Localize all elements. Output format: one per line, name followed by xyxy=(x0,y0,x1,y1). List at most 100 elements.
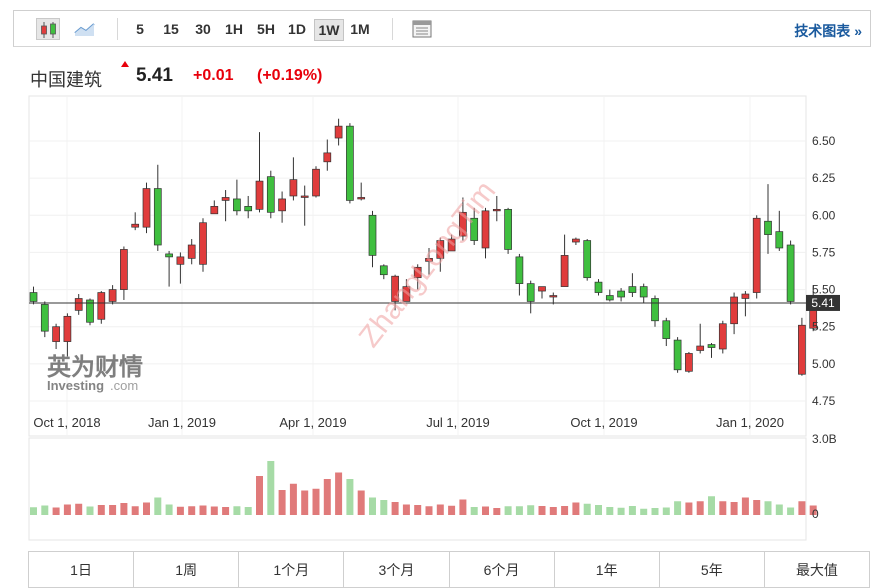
candle xyxy=(40,301,49,338)
candle-body xyxy=(685,353,693,372)
volume-bar xyxy=(809,505,817,515)
candle-body xyxy=(628,286,637,293)
volume-bar xyxy=(708,496,715,515)
candle-body xyxy=(730,296,738,325)
candle-body xyxy=(210,206,219,215)
range-5y[interactable]: 5年 xyxy=(660,552,765,587)
volume-bar xyxy=(414,505,422,515)
candle xyxy=(741,291,750,317)
candle xyxy=(436,237,445,272)
candle-body xyxy=(300,195,309,198)
candle-body xyxy=(447,238,456,252)
timeframe-1w[interactable]: 1W xyxy=(314,19,344,41)
candle xyxy=(52,323,60,349)
candle-body xyxy=(413,266,422,279)
candle xyxy=(515,253,524,296)
candle xyxy=(413,264,422,290)
candle-body xyxy=(764,220,772,235)
candle xyxy=(97,291,106,324)
candle xyxy=(63,313,72,357)
candle-body xyxy=(651,298,659,322)
candle xyxy=(391,274,399,311)
volume-bar xyxy=(527,505,535,515)
volume-bar xyxy=(86,506,94,515)
candle-body xyxy=(481,210,490,249)
candle xyxy=(786,240,795,305)
candle-body xyxy=(97,292,106,320)
candle-body xyxy=(436,240,445,259)
volume-bar xyxy=(538,506,546,515)
volume-bar xyxy=(188,506,196,515)
tech-chart-link[interactable]: 技术图表 » xyxy=(794,23,862,39)
candle-body xyxy=(29,292,38,302)
candle-body xyxy=(798,324,806,375)
candles xyxy=(29,118,818,376)
range-selector: 1日 1周 1个月 3个月 6个月 1年 5年 最大值 xyxy=(28,551,870,588)
range-1y[interactable]: 1年 xyxy=(555,552,660,587)
range-1w[interactable]: 1周 xyxy=(134,552,240,587)
candle xyxy=(605,289,614,302)
candle xyxy=(176,252,185,284)
candle xyxy=(492,195,501,222)
candle-body xyxy=(255,180,264,210)
y-tick-label: 5.00 xyxy=(812,357,836,371)
candle xyxy=(255,132,264,213)
volume-axis: 3.0B 0 xyxy=(812,432,837,521)
candle-body xyxy=(244,206,253,212)
timeframe-5[interactable]: 5 xyxy=(136,21,144,37)
stock-name: 中国建筑 xyxy=(30,70,102,90)
timeframe-15[interactable]: 15 xyxy=(163,21,179,37)
candle xyxy=(266,170,275,219)
candle xyxy=(651,295,659,327)
volume-bar xyxy=(131,506,139,515)
volume-bar xyxy=(165,504,173,515)
range-max[interactable]: 最大值 xyxy=(795,562,838,578)
timeframe-30[interactable]: 30 xyxy=(195,21,211,37)
candle-body xyxy=(786,244,795,302)
candle xyxy=(153,164,162,251)
volume-bar xyxy=(561,506,569,515)
volume-bar xyxy=(176,506,184,515)
x-tick-label: Jan 1, 2020 xyxy=(716,415,784,430)
toolbar-divider xyxy=(392,18,393,40)
candlestick-chart-icon[interactable] xyxy=(36,18,60,40)
candle-body xyxy=(707,344,716,348)
candle-body xyxy=(470,217,479,241)
volume-bar xyxy=(617,507,625,515)
candle xyxy=(707,343,716,358)
logo-watermark-domain: .com xyxy=(110,378,138,393)
range-6m[interactable]: 6个月 xyxy=(450,552,555,587)
volume-bar xyxy=(109,505,117,515)
price-chart[interactable]: 英为财情 Investing .com 5.41 6.50 6.25 6.00 5.7… xyxy=(0,0,884,548)
candle-body xyxy=(52,326,60,342)
candle xyxy=(696,323,705,354)
last-price: 5.41 xyxy=(136,65,173,86)
volume-bar xyxy=(75,503,83,515)
candle-body xyxy=(176,256,185,265)
volume-bar xyxy=(775,504,783,515)
candle-body xyxy=(560,255,569,287)
volume-bar xyxy=(674,501,682,515)
candle-body xyxy=(368,214,377,256)
candle-body xyxy=(312,168,320,197)
candle-body xyxy=(492,208,501,212)
range-1m[interactable]: 1个月 xyxy=(239,552,345,587)
range-1d[interactable]: 1日 xyxy=(29,552,135,587)
range-3m[interactable]: 3个月 xyxy=(344,552,450,587)
candle xyxy=(572,237,580,245)
candle-body xyxy=(402,286,411,302)
volume-bar xyxy=(753,500,761,515)
candle xyxy=(29,286,38,305)
line-chart-icon[interactable] xyxy=(72,18,96,40)
volume-bar xyxy=(696,501,704,515)
timeframe-1m[interactable]: 1M xyxy=(350,21,370,37)
timeframe-1d[interactable]: 1D xyxy=(288,21,306,37)
indicator-panel-icon[interactable] xyxy=(410,18,434,40)
timeframe-5h[interactable]: 5H xyxy=(257,21,275,37)
timeframe-1h[interactable]: 1H xyxy=(225,21,243,37)
candle-body xyxy=(199,222,207,265)
candle xyxy=(108,285,117,305)
candle-body xyxy=(74,298,83,311)
volume-bar xyxy=(233,506,241,515)
volume-bar xyxy=(741,497,749,515)
